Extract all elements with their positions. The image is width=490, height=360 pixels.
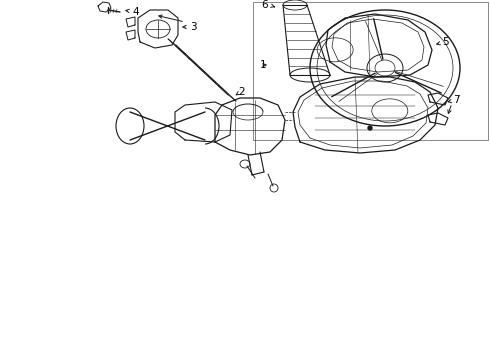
Text: 2: 2 bbox=[239, 87, 245, 97]
Text: 5: 5 bbox=[441, 37, 448, 47]
Text: 4: 4 bbox=[133, 7, 139, 17]
Text: 3: 3 bbox=[190, 22, 196, 32]
Circle shape bbox=[368, 126, 372, 130]
Text: 7: 7 bbox=[453, 95, 459, 105]
Text: 1: 1 bbox=[260, 60, 266, 70]
Bar bbox=[253, 2, 488, 140]
Text: 6: 6 bbox=[262, 0, 269, 10]
